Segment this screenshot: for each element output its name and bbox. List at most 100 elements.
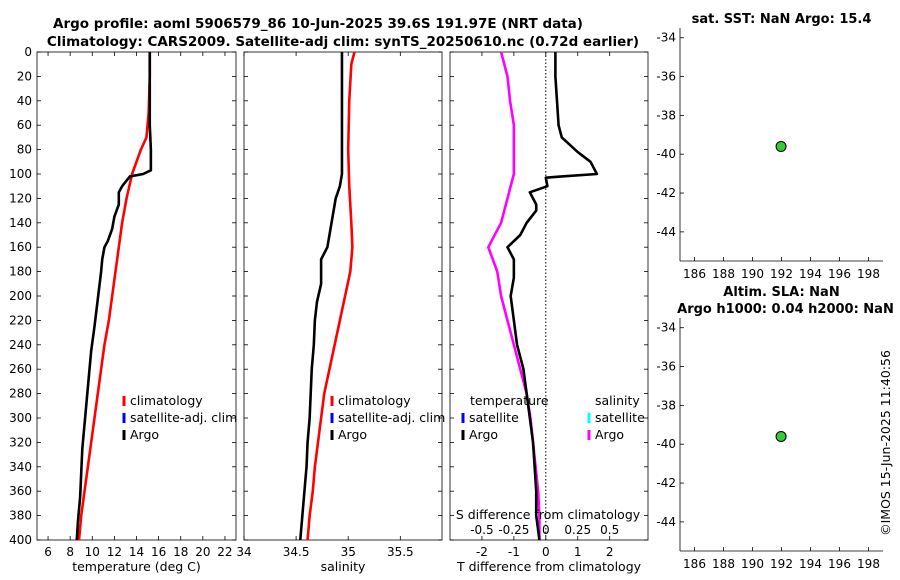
map_sst-ytick-label: -36 — [656, 70, 676, 84]
salinity-xtick-label: 34.5 — [283, 545, 310, 559]
difference-legend-temperature-title: temperature — [470, 393, 549, 408]
temperature-xtick-label: 10 — [85, 545, 100, 559]
temperature-ytick-label: 160 — [9, 240, 32, 254]
temperature-ytick-label: 200 — [9, 289, 32, 303]
map_sla-float-marker — [775, 430, 787, 442]
temperature-xtick-label: 14 — [129, 545, 144, 559]
temperature-xtick-label: 12 — [107, 545, 122, 559]
map_sla-ytick-label: -40 — [656, 437, 676, 451]
difference-legend-temp-argo-label: Argo — [469, 427, 498, 442]
map_sla-ytick-label: -44 — [656, 515, 676, 529]
difference-legend-sal-satellite-label: satellite — [595, 410, 645, 425]
temperature-legend-1-label: satellite-adj. clim — [130, 410, 237, 425]
temperature-ytick-label: 0 — [24, 45, 32, 59]
map_sst-ytick-label: -40 — [656, 147, 676, 161]
map_sla-ytick-label: -42 — [656, 476, 676, 490]
temperature-xtick-label: 20 — [195, 545, 210, 559]
map_sla-xtick-label: 188 — [712, 557, 735, 571]
map_sst-ytick-label: -34 — [656, 31, 676, 45]
temperature-xtick-label: 22 — [217, 545, 232, 559]
temperature-ytick-label: 20 — [17, 69, 32, 83]
difference-xtick-label: -1 — [508, 545, 520, 559]
temperature-ytick-label: 120 — [9, 191, 32, 205]
salinity-argo-line — [298, 52, 344, 541]
temperature-ytick-label: 80 — [17, 143, 32, 157]
sst-map-panel: sat. SST: NaN Argo: 15.4 -34 -36 -38 -40 -42 -… — [656, 12, 883, 281]
temperature-xtick-label: 16 — [151, 545, 166, 559]
temperature-xtick-label: 18 — [173, 545, 188, 559]
map_sla-xtick-label: 186 — [683, 557, 706, 571]
temperature-ytick-label: 140 — [9, 216, 32, 230]
temperature-legend-0-label: climatology — [130, 393, 203, 408]
difference-axes-frame — [449, 51, 649, 541]
map_sst-ytick-label: -42 — [656, 186, 676, 200]
temperature-ytick-label: 220 — [9, 313, 32, 327]
map_sla-xtick-label: 196 — [828, 557, 851, 571]
temperature-xtick-label: 8 — [66, 545, 74, 559]
difference-legend-salinity-title: salinity — [595, 393, 640, 408]
temperature-ytick-label: 280 — [9, 387, 32, 401]
sla-map-panel: Altim. SLA: NaN Argo h1000: 0.04 h2000: N… — [656, 285, 893, 571]
map_sst-xtick-label: 194 — [799, 267, 822, 281]
salinity-legend-0-label: climatology — [338, 393, 411, 408]
map_sst-float-marker — [775, 140, 787, 152]
map_sst-xtick-label: 196 — [828, 267, 851, 281]
temperature-ytick-label: 100 — [9, 167, 32, 181]
map_sst-ytick-label: -38 — [656, 108, 676, 122]
difference-panel: -2 -1 0 1 2T difference from climatology S di… — [449, 51, 649, 574]
salinity-xlabel: salinity — [321, 559, 366, 574]
temperature-ytick-label: 300 — [9, 411, 32, 425]
salinity-xtick-label: 35.5 — [387, 545, 414, 559]
temperature-ytick-label: 40 — [17, 94, 32, 108]
temperature-ytick-label: 320 — [9, 435, 32, 449]
temperature-ytick-label: 360 — [9, 484, 32, 498]
temperature-ytick-label: 400 — [9, 533, 32, 547]
temperature-ytick-label: 180 — [9, 265, 32, 279]
map_sst-xtick-label: 188 — [712, 267, 735, 281]
difference-top-label: S difference from climatology — [456, 507, 641, 522]
difference-legend-sal-argo-label: Argo — [595, 427, 624, 442]
map_sst-xtick-label: 186 — [683, 267, 706, 281]
map_sla-ytick-label: -38 — [656, 398, 676, 412]
salinity-legend-1-label: satellite-adj. clim — [338, 410, 445, 425]
difference-top-tick-label: 0 — [542, 523, 550, 537]
temperature-ytick-label: 240 — [9, 338, 32, 352]
temperature-argo-line — [75, 52, 153, 541]
map_sla-xtick-label: 190 — [741, 557, 764, 571]
map_sla-xtick-label: 198 — [857, 557, 880, 571]
difference-top-tick-label: -0.5 — [470, 523, 493, 537]
difference-xtick-label: 0 — [542, 545, 550, 559]
map_sst-ytick-label: -44 — [656, 225, 676, 239]
figure-title-line1: Argo profile: aoml 5906579_86 10-Jun-202… — [53, 16, 583, 32]
difference-xtick-label: 1 — [574, 545, 582, 559]
difference-top-tick-label: -0.25 — [498, 523, 529, 537]
temperature-ytick-label: 340 — [9, 460, 32, 474]
salinity-climatology-line — [306, 51, 356, 541]
temperature-ytick-label: 380 — [9, 509, 32, 523]
map_sla-ytick-label: -36 — [656, 360, 676, 374]
map_sla-subtitle: Argo h1000: 0.04 h2000: NaN — [677, 302, 894, 317]
map_sla-xtick-label: 192 — [770, 557, 793, 571]
difference-xlabel: T difference from climatology — [456, 559, 642, 574]
map_sla-title: Altim. SLA: NaN — [723, 285, 839, 300]
map_sla-xtick-label: 194 — [799, 557, 822, 571]
temperature-xlabel: temperature (deg C) — [72, 559, 201, 574]
map_sst-xtick-label: 190 — [741, 267, 764, 281]
map_sst-xtick-label: 192 — [770, 267, 793, 281]
temperature-legend-2-label: Argo — [130, 427, 159, 442]
difference-legend-temp-satellite-label: satellite — [469, 410, 519, 425]
map_sla-ytick-label: -34 — [656, 321, 676, 335]
temperature-ytick-label: 60 — [17, 118, 32, 132]
temperature-panel: 0 20 40 60 80 100 120 140 160 180 200 220 240 260 280 3… — [9, 45, 237, 574]
difference-top-tick-label: 0.25 — [564, 523, 591, 537]
temperature-ytick-label: 260 — [9, 362, 32, 376]
difference-top-tick-label: 0.5 — [600, 523, 619, 537]
salinity-legend-2-label: Argo — [338, 427, 367, 442]
figure-title-line2: Climatology: CARS2009. Satellite-adj cli… — [47, 34, 639, 50]
temperature-xtick-label: 6 — [44, 545, 52, 559]
temperature-climatology-line — [77, 52, 152, 541]
salinity-xtick-label: 35 — [341, 545, 356, 559]
map_sst-title: sat. SST: NaN Argo: 15.4 — [692, 12, 872, 27]
salinity-panel: 34 34.5 35 35.5 salinity climatology satellite… — [236, 51, 445, 574]
